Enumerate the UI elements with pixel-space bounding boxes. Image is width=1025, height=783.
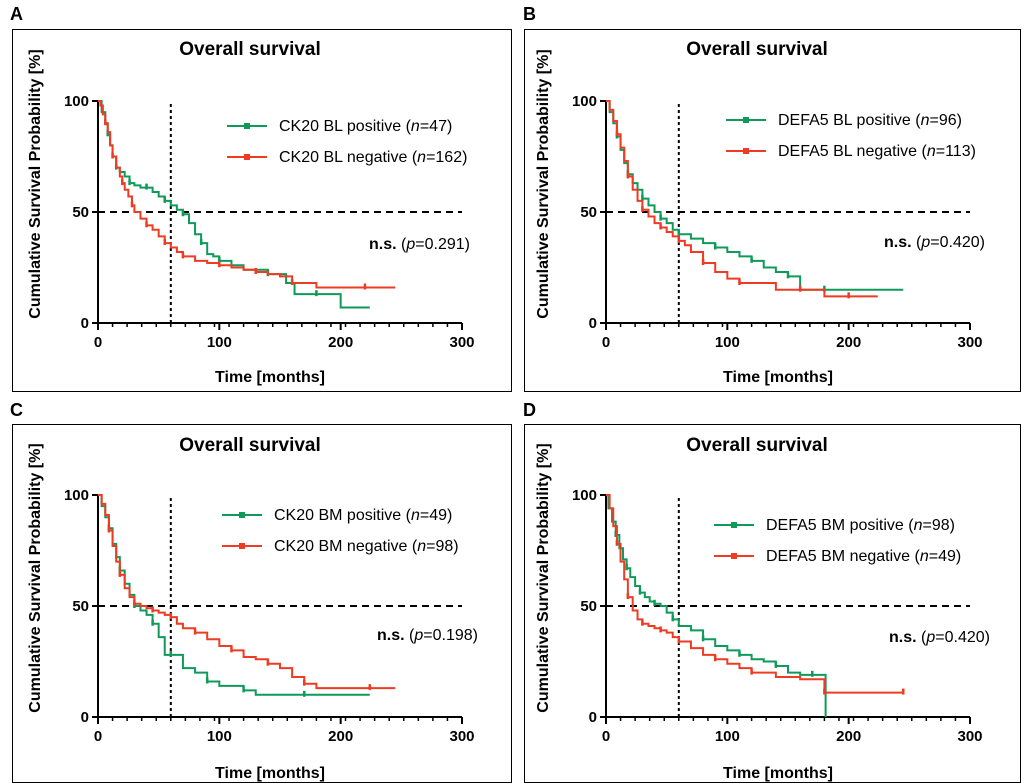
- panel-b-x-tick-label: 300: [957, 334, 982, 351]
- panel-letter-b: B: [523, 4, 536, 24]
- panel-c-series-0-curve: [98, 494, 370, 696]
- panel-c-legend-1-marker: [239, 543, 245, 549]
- panel-d-x-tick-label: 0: [602, 728, 610, 745]
- panel-letter-d: D: [523, 400, 536, 420]
- panel-a-x-axis-label: Time [months]: [215, 369, 325, 386]
- panel-a-x-tick-label: 300: [449, 334, 474, 351]
- panel-b-x-tick-label: 200: [836, 334, 861, 351]
- panel-d-x-axis-label: Time [months]: [723, 765, 833, 782]
- panel-b-title: Overall survival: [686, 39, 828, 60]
- panel-a-y-tick-label: 50: [72, 204, 89, 221]
- panel-d-series-1-curve: [606, 494, 904, 694]
- panel-a-x-tick-label: 100: [207, 334, 232, 351]
- panel-b-x-tick-label: 0: [602, 334, 610, 351]
- panel-d-x-tick-label: 200: [836, 728, 861, 745]
- panel-b-border: [524, 29, 1021, 392]
- panel-b-series-1-curve: [606, 100, 878, 298]
- panel-b-legend-0-marker: [743, 117, 749, 123]
- panel-d-x-tick-label: 100: [715, 728, 740, 745]
- panel-b-series-0-curve: [606, 100, 904, 291]
- panel-d-legend-0-marker: [731, 522, 737, 528]
- panel-c-legend-0-label: CK20 BM positive (n=49): [274, 507, 452, 524]
- panel-c-x-tick-label: 0: [94, 728, 102, 745]
- panel-b-legend-1-marker: [743, 148, 749, 154]
- panel-b-x-axis-label: Time [months]: [723, 369, 833, 386]
- panel-a-y-tick-label: 100: [64, 93, 89, 110]
- panel-d-y-tick-label: 0: [589, 709, 597, 726]
- panel-b-y-axis-label: Cumulative Survival Probability [%]: [535, 49, 552, 318]
- panel-letter-c: C: [10, 400, 23, 420]
- panel-a-significance-note: n.s. (p=0.291): [369, 236, 470, 253]
- panel-d-legend-1-marker: [731, 553, 737, 559]
- panel-b-x-tick-label: 100: [715, 334, 740, 351]
- panel-c-title: Overall survival: [179, 435, 321, 456]
- panel-c-legend-1-label: CK20 BM negative (n=98): [274, 538, 459, 555]
- panel-d-title: Overall survival: [686, 435, 828, 456]
- panel-b-legend-1-label: DEFA5 BL negative (n=113): [778, 143, 976, 160]
- panel-c-x-axis-label: Time [months]: [215, 765, 325, 782]
- panel-a-x-tick-label: 0: [94, 334, 102, 351]
- panel-a-legend-0-marker: [244, 123, 250, 129]
- panel-b-y-tick-label: 0: [589, 315, 597, 332]
- panel-b-y-tick-label: 50: [580, 204, 597, 221]
- panel-a-legend-1-marker: [244, 154, 250, 160]
- panel-d-x-tick-label: 300: [957, 728, 982, 745]
- panel-c-x-tick-label: 200: [328, 728, 353, 745]
- panel-d-significance-note: n.s. (p=0.420): [889, 629, 990, 646]
- panel-c-legend-0-marker: [239, 512, 245, 518]
- panel-a-y-axis-label: Cumulative Survival Probability [%]: [27, 49, 44, 318]
- panel-c-x-tick-label: 300: [449, 728, 474, 745]
- panel-b-legend-0-label: DEFA5 BL positive (n=96): [778, 112, 962, 129]
- panel-a-y-tick-label: 0: [81, 315, 89, 332]
- panel-d-y-tick-label: 100: [572, 487, 597, 504]
- panel-c-y-tick-label: 50: [72, 598, 89, 615]
- panel-d-series-0-curve: [606, 494, 827, 717]
- panel-b-significance-note: n.s. (p=0.420): [884, 234, 985, 251]
- panel-a-legend-0-label: CK20 BL positive (n=47): [279, 118, 452, 135]
- panel-a-series-1-curve: [98, 100, 396, 289]
- panel-a-x-tick-label: 200: [328, 334, 353, 351]
- panel-c-y-axis-label: Cumulative Survival Probability [%]: [27, 443, 44, 712]
- panel-d-y-tick-label: 50: [580, 598, 597, 615]
- panel-d-y-axis-label: Cumulative Survival Probability [%]: [535, 443, 552, 712]
- panel-c-y-tick-label: 0: [81, 709, 89, 726]
- panel-letter-a: A: [10, 4, 23, 24]
- panel-a-border: [12, 29, 512, 392]
- panel-a-title: Overall survival: [179, 39, 321, 60]
- panel-d-legend-1-label: DEFA5 BM negative (n=49): [766, 548, 961, 565]
- panel-c-significance-note: n.s. (p=0.198): [377, 627, 478, 644]
- panel-d-legend-0-label: DEFA5 BM positive (n=98): [766, 517, 955, 534]
- panel-a-legend-1-label: CK20 BL negative (n=162): [279, 149, 467, 166]
- panel-c-x-tick-label: 100: [207, 728, 232, 745]
- panel-c-y-tick-label: 100: [64, 487, 89, 504]
- panel-b-y-tick-label: 100: [572, 93, 597, 110]
